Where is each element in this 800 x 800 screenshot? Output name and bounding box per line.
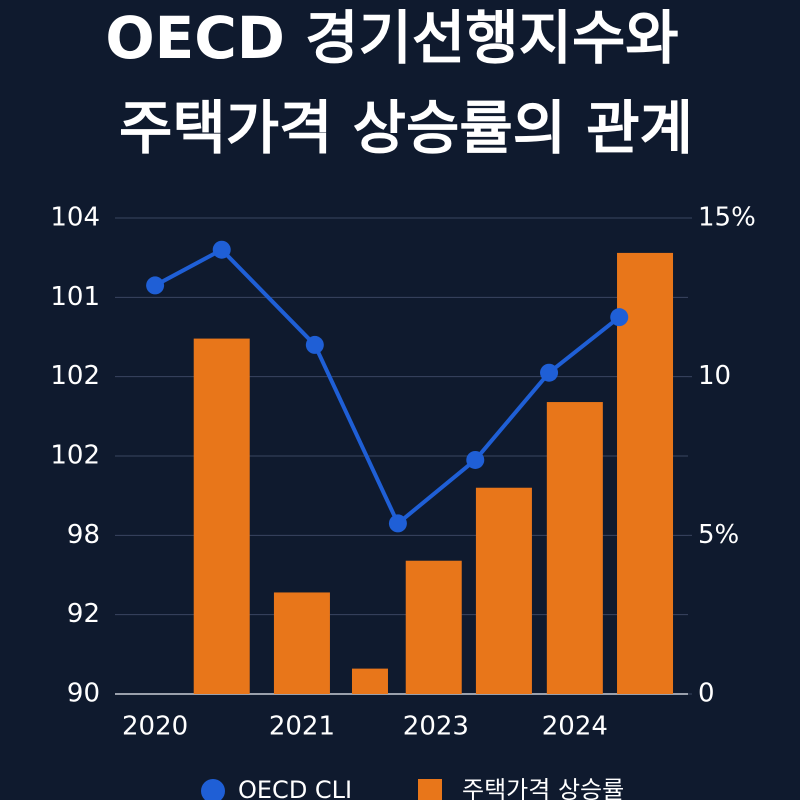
line-point	[146, 276, 165, 295]
bar	[546, 402, 603, 694]
y-tick-label: 92	[67, 599, 100, 629]
bar	[405, 560, 462, 694]
bar	[617, 252, 674, 694]
y2-tick-label: 10	[698, 361, 731, 391]
y-tick-label: 98	[67, 520, 100, 550]
y-tick-label: 90	[67, 679, 100, 709]
y-tick-label: 102	[50, 441, 100, 471]
chart-title: 주택가격 상승률의 관계	[119, 94, 693, 162]
y-tick-label: 102	[50, 361, 100, 391]
x-tick-label: 2020	[122, 712, 188, 742]
x-tick-label: 2021	[269, 712, 335, 742]
line-point	[466, 450, 485, 469]
bar	[273, 592, 330, 694]
line-point	[212, 240, 231, 259]
y2-tick-label: 0	[698, 679, 715, 709]
legend-marker	[418, 779, 442, 800]
y2-tick-label: 15%	[698, 203, 756, 233]
bar	[351, 668, 388, 694]
chart-title: OECD 경기선행지수와	[105, 4, 678, 72]
bar	[475, 487, 532, 694]
x-tick-label: 2023	[403, 712, 469, 742]
legend-label: 주택가격 상승률	[462, 776, 624, 800]
bar	[193, 338, 250, 694]
y-tick-label: 101	[50, 282, 100, 312]
legend-marker	[201, 779, 225, 800]
line-point	[388, 514, 407, 533]
y2-tick-label: 5%	[698, 520, 739, 550]
line-point	[540, 363, 559, 382]
line-point	[305, 335, 324, 354]
line-point	[610, 308, 629, 327]
legend-label: OECD CLI	[238, 776, 352, 800]
x-tick-label: 2024	[542, 712, 608, 742]
y-tick-label: 104	[50, 203, 100, 233]
